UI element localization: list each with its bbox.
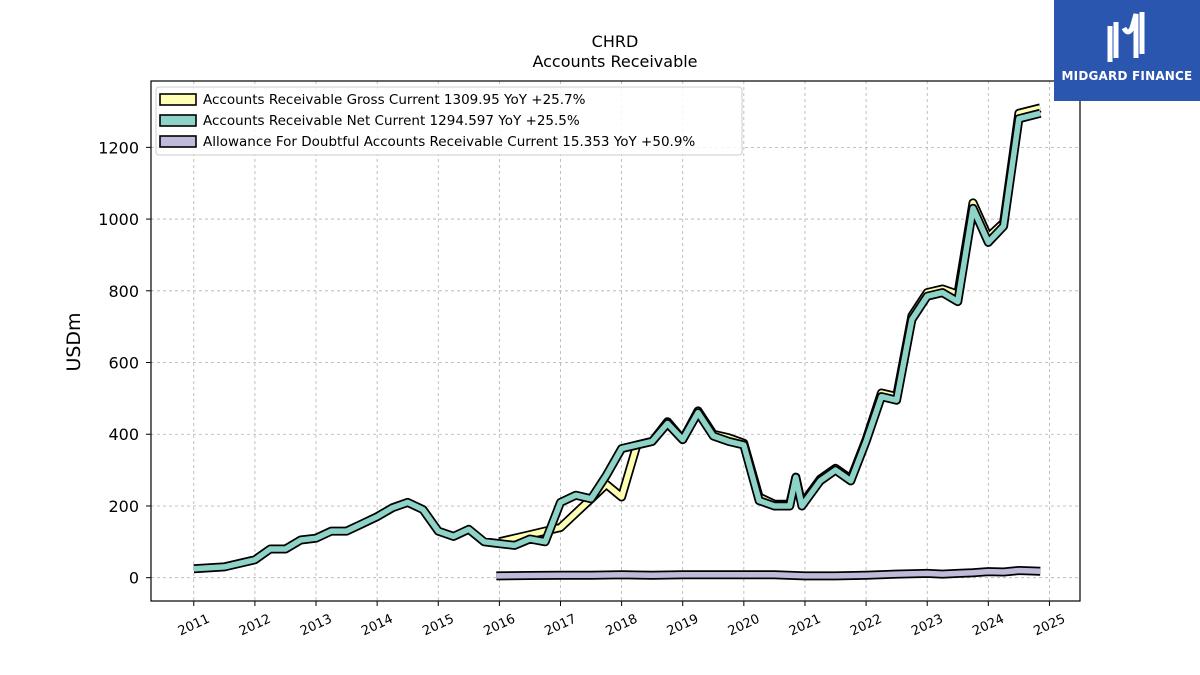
y-tick-label: 1200 <box>98 138 139 157</box>
midgard-logo-icon <box>1107 12 1145 62</box>
series-line <box>498 105 1041 545</box>
x-tick-label: 2023 <box>909 612 945 640</box>
legend: Accounts Receivable Gross Current 1309.9… <box>155 86 743 156</box>
y-tick-label: 200 <box>108 497 139 516</box>
y-axis: 0 200 400 600 800 1000 1200 <box>98 138 151 588</box>
y-tick-label: 800 <box>108 282 139 301</box>
y-axis-label: USDm <box>63 312 85 371</box>
x-tick-label: 2021 <box>787 612 823 640</box>
x-tick-label: 2013 <box>298 612 334 640</box>
y-tick-label: 400 <box>108 425 139 444</box>
legend-label: Accounts Receivable Gross Current 1309.9… <box>203 92 586 108</box>
series-layer <box>193 103 1042 581</box>
legend-swatch <box>159 135 197 148</box>
legend-label: Allowance For Doubtful Accounts Receivab… <box>203 134 695 150</box>
brand-logo: MIDGARD FINANCE <box>1054 0 1200 101</box>
legend-frame <box>155 86 743 156</box>
series-outline <box>498 103 1042 547</box>
x-tick-label: 2020 <box>726 612 762 640</box>
legend-swatch <box>159 93 197 106</box>
x-tick-label: 2019 <box>665 612 701 640</box>
grid <box>151 81 1080 601</box>
x-tick-label: 2014 <box>359 612 395 640</box>
x-tick-label: 2015 <box>420 612 456 640</box>
y-tick-label: 1000 <box>98 210 139 229</box>
legend-label: Accounts Receivable Net Current 1294.597… <box>203 113 580 129</box>
y-tick-label: 600 <box>108 354 139 373</box>
x-tick-label: 2022 <box>848 612 884 640</box>
x-tick-label: 2025 <box>1031 612 1067 640</box>
logo-text: MIDGARD FINANCE <box>1061 69 1193 83</box>
x-tick-label: 2024 <box>970 612 1006 640</box>
x-tick-label: 2012 <box>237 612 273 640</box>
chart-subtitle: Accounts Receivable <box>532 52 697 71</box>
y-tick-label: 0 <box>129 569 139 588</box>
series-outline <box>193 108 1042 574</box>
x-tick-label: 2018 <box>604 612 640 640</box>
x-tick-label: 2011 <box>176 612 212 640</box>
plot-frame <box>150 80 1081 602</box>
legend-swatch <box>159 114 197 127</box>
chart-title: CHRD <box>592 32 639 51</box>
x-axis: 2011 2012 2013 2014 2015 2016 2017 2018 2019 2020… <box>176 601 1068 639</box>
series-line <box>193 110 1041 572</box>
x-tick-label: 2016 <box>481 612 517 640</box>
series-line <box>496 567 1041 579</box>
x-tick-label: 2017 <box>543 612 579 640</box>
